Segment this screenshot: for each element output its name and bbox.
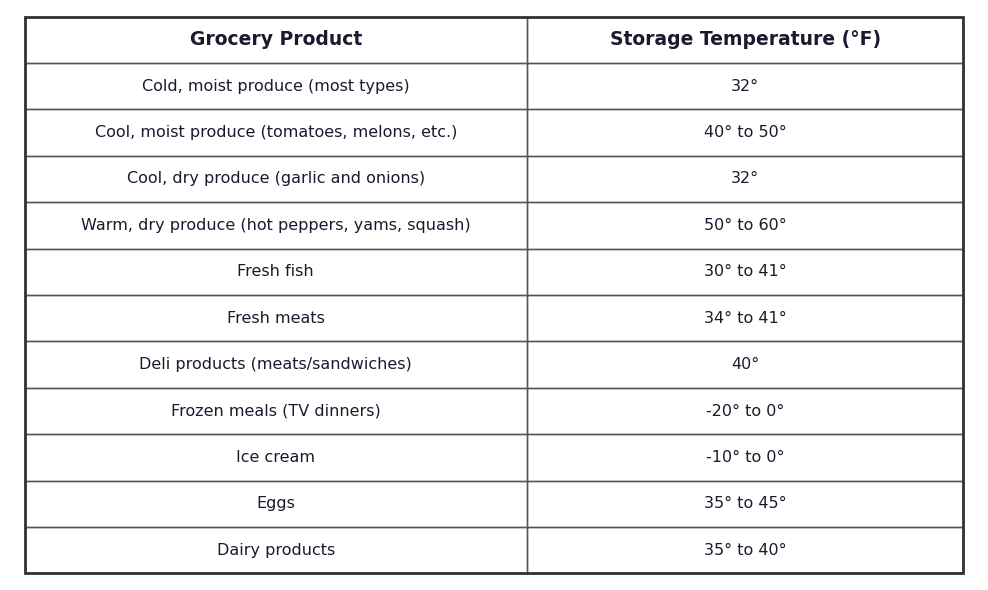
Text: 32°: 32° bbox=[731, 78, 759, 94]
Bar bbox=[25, 481, 527, 527]
Text: Fresh fish: Fresh fish bbox=[237, 264, 314, 279]
Bar bbox=[527, 527, 963, 573]
Text: Cool, moist produce (tomatoes, melons, etc.): Cool, moist produce (tomatoes, melons, e… bbox=[95, 125, 457, 140]
Bar bbox=[25, 527, 527, 573]
Bar bbox=[25, 17, 527, 63]
Text: Cool, dry produce (garlic and onions): Cool, dry produce (garlic and onions) bbox=[126, 172, 425, 186]
Text: Ice cream: Ice cream bbox=[236, 450, 315, 465]
Bar bbox=[25, 388, 527, 434]
Bar bbox=[527, 434, 963, 481]
Text: -20° to 0°: -20° to 0° bbox=[705, 404, 784, 418]
Bar bbox=[25, 63, 527, 109]
Bar bbox=[25, 295, 527, 342]
Bar bbox=[527, 156, 963, 202]
Bar bbox=[25, 109, 527, 156]
Bar bbox=[25, 63, 527, 109]
Text: 50° to 60°: 50° to 60° bbox=[703, 218, 786, 233]
Text: Storage Temperature (°F): Storage Temperature (°F) bbox=[610, 30, 880, 49]
Bar bbox=[25, 202, 527, 248]
Bar bbox=[527, 202, 963, 248]
Text: Warm, dry produce (hot peppers, yams, squash): Warm, dry produce (hot peppers, yams, sq… bbox=[81, 218, 470, 233]
Bar bbox=[25, 248, 527, 295]
Bar bbox=[527, 202, 963, 248]
Bar bbox=[25, 342, 527, 388]
Bar bbox=[527, 17, 963, 63]
Bar bbox=[25, 156, 527, 202]
Text: 40° to 50°: 40° to 50° bbox=[703, 125, 786, 140]
Text: 35° to 45°: 35° to 45° bbox=[703, 496, 786, 512]
Bar bbox=[527, 156, 963, 202]
Bar bbox=[527, 342, 963, 388]
Text: 40°: 40° bbox=[731, 357, 759, 372]
Bar bbox=[25, 248, 527, 295]
Bar bbox=[527, 481, 963, 527]
Text: Dairy products: Dairy products bbox=[216, 543, 335, 558]
Bar bbox=[25, 109, 527, 156]
Bar bbox=[527, 17, 963, 63]
Bar bbox=[25, 17, 527, 63]
Bar bbox=[25, 342, 527, 388]
Bar bbox=[527, 109, 963, 156]
Bar bbox=[25, 156, 527, 202]
Text: 34° to 41°: 34° to 41° bbox=[703, 311, 786, 326]
Bar bbox=[25, 434, 527, 481]
Bar bbox=[25, 295, 527, 342]
Bar bbox=[527, 342, 963, 388]
Text: 32°: 32° bbox=[731, 172, 759, 186]
Bar bbox=[527, 63, 963, 109]
Bar bbox=[25, 481, 527, 527]
Bar bbox=[527, 63, 963, 109]
Bar bbox=[527, 295, 963, 342]
Bar bbox=[25, 388, 527, 434]
Bar bbox=[527, 434, 963, 481]
Bar bbox=[527, 481, 963, 527]
Bar bbox=[527, 248, 963, 295]
Bar bbox=[527, 388, 963, 434]
Bar bbox=[527, 527, 963, 573]
Text: Eggs: Eggs bbox=[256, 496, 295, 512]
Bar bbox=[527, 248, 963, 295]
Bar bbox=[527, 388, 963, 434]
Text: 30° to 41°: 30° to 41° bbox=[703, 264, 786, 279]
Text: Grocery Product: Grocery Product bbox=[190, 30, 362, 49]
Text: Frozen meals (TV dinners): Frozen meals (TV dinners) bbox=[171, 404, 380, 418]
Bar bbox=[527, 109, 963, 156]
Bar bbox=[25, 202, 527, 248]
Text: -10° to 0°: -10° to 0° bbox=[705, 450, 784, 465]
Text: Fresh meats: Fresh meats bbox=[227, 311, 325, 326]
Text: 35° to 40°: 35° to 40° bbox=[703, 543, 786, 558]
Text: Deli products (meats/sandwiches): Deli products (meats/sandwiches) bbox=[139, 357, 412, 372]
Bar bbox=[25, 434, 527, 481]
Bar bbox=[25, 527, 527, 573]
Bar bbox=[527, 295, 963, 342]
Text: Cold, moist produce (most types): Cold, moist produce (most types) bbox=[142, 78, 410, 94]
